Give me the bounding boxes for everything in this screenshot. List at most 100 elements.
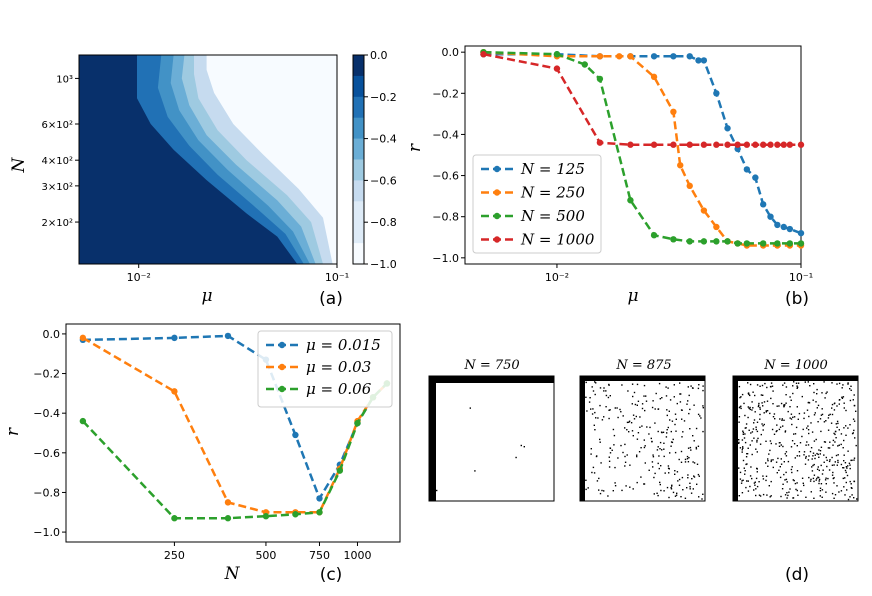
panel-b-series-3-point-11 xyxy=(743,141,751,148)
snapshot-dot-2-25 xyxy=(756,485,759,488)
snapshot-dot-1-118 xyxy=(633,418,636,420)
snapshot-dot-1-239 xyxy=(644,409,646,412)
snapshot-dot-2-119 xyxy=(780,444,782,446)
snapshot-dot-2-113 xyxy=(818,476,820,479)
snapshot-dot-1-218 xyxy=(639,416,641,418)
snapshot-n875 xyxy=(579,375,706,502)
snapshot-dot-2-237 xyxy=(816,388,818,391)
snapshot-dot-1-254 xyxy=(595,455,598,458)
snapshot-dot-1-235 xyxy=(609,447,611,449)
snapshot-dot-2-173 xyxy=(766,386,768,389)
panel-b-series-0-point-16 xyxy=(774,221,781,229)
snapshot-dot-2-7 xyxy=(770,397,772,400)
snapshot-dot-2-413 xyxy=(760,394,763,396)
snapshot-dot-2-243 xyxy=(745,486,747,489)
snapshot-dot-2-470 xyxy=(849,424,851,426)
snapshot-dot-2-240 xyxy=(804,463,807,465)
snapshot-dot-2-156 xyxy=(772,459,774,461)
snapshot-dot-2-56 xyxy=(803,484,805,487)
snapshot-dot-2-45 xyxy=(793,381,795,383)
snapshot-dot-1-243 xyxy=(695,448,698,450)
snapshot-dot-2-191 xyxy=(818,469,820,472)
snapshot-dot-2-507 xyxy=(758,481,760,483)
snapshot-dot-2-447 xyxy=(815,438,817,441)
snapshot-dot-1-207 xyxy=(585,479,587,481)
snapshot-dot-2-69 xyxy=(742,446,744,448)
snapshot-dot-1-196 xyxy=(675,494,678,496)
snapshot-dot-1-69 xyxy=(614,466,616,469)
colorbar-tick-label-1: −0.2 xyxy=(370,91,397,104)
snapshot-dot-2-81 xyxy=(832,477,834,480)
snapshot-dot-1-291 xyxy=(677,480,679,482)
snapshot-dot-2-2 xyxy=(785,455,788,457)
snapshot-dot-1-51 xyxy=(629,486,631,488)
snapshot-dot-2-481 xyxy=(812,455,814,457)
snapshot-dot-2-460 xyxy=(821,473,824,475)
snapshot-dot-1-108 xyxy=(631,430,634,432)
snapshot-dot-2-109 xyxy=(755,426,757,428)
panel-b-series-3-point-15 xyxy=(774,141,781,148)
snapshot-dot-2-504 xyxy=(813,474,816,476)
snapshot-dot-2-152 xyxy=(742,479,744,481)
snapshot-dot-2-6 xyxy=(816,407,818,409)
snapshot-dot-2-101 xyxy=(781,419,783,421)
snapshot-dot-2-353 xyxy=(827,429,830,431)
snapshot-dot-2-363 xyxy=(740,405,742,407)
panel-b-series-3-point-4 xyxy=(650,141,658,148)
snapshot-dot-2-177 xyxy=(841,396,843,398)
snapshot-dot-2-389 xyxy=(808,476,810,479)
colorbar-band-3 xyxy=(353,117,364,140)
snapshot-dot-2-372 xyxy=(853,394,855,396)
snapshot-title-875: N = 875 xyxy=(615,358,671,373)
snapshot-dot-2-29 xyxy=(790,446,793,448)
snapshot-dot-2-268 xyxy=(796,470,799,472)
snapshot-dot-1-1 xyxy=(629,464,631,466)
colorbar-band-0 xyxy=(353,55,364,77)
snapshot-dot-2-61 xyxy=(847,465,849,467)
snapshot-left-band-1 xyxy=(580,376,585,501)
panel-b-ytick-label-4: −0.8 xyxy=(432,211,459,224)
snapshot-dot-2-256 xyxy=(853,459,855,461)
snapshot-dot-2-459 xyxy=(796,445,798,447)
snapshot-dot-2-495 xyxy=(846,474,849,477)
snapshot-dot-1-280 xyxy=(684,461,687,463)
snapshot-dot-1-144 xyxy=(688,412,690,415)
panel-b-series-3-point-2 xyxy=(596,139,604,146)
snapshot-dot-2-41 xyxy=(845,466,848,468)
snapshot-dot-2-148 xyxy=(739,406,741,408)
snapshot-dot-1-139 xyxy=(679,393,681,395)
snapshot-dot-2-416 xyxy=(826,465,828,468)
colorbar-band-7 xyxy=(353,201,364,223)
snapshot-dot-2-376 xyxy=(829,413,831,416)
panel-c-series-1-point-2 xyxy=(224,499,232,506)
snapshot-dot-1-176 xyxy=(682,431,684,433)
panel-b-series-1-point-4 xyxy=(627,53,634,60)
panel-c-series-0-point-2 xyxy=(224,332,232,340)
snapshot-dot-2-159 xyxy=(845,409,847,412)
snapshot-dot-1-56 xyxy=(607,495,609,497)
snapshot-dot-2-464 xyxy=(819,487,822,489)
panel-c-series-2-point-0 xyxy=(79,417,87,425)
panel-b-series-0-point-19 xyxy=(797,229,805,237)
snapshot-dot-2-331 xyxy=(844,494,846,496)
snapshot-dot-2-11 xyxy=(845,471,847,474)
panel-b-frame xyxy=(464,45,802,265)
snapshot-dot-1-93 xyxy=(593,472,596,474)
colorbar-band-6 xyxy=(353,180,364,202)
snapshot-dot-1-293 xyxy=(657,430,659,433)
snapshot-dot-2-332 xyxy=(762,478,765,480)
snapshot-dot-1-99 xyxy=(589,397,591,399)
snapshot-dot-2-60 xyxy=(766,494,768,496)
panel-b-series-0-point-4 xyxy=(650,53,658,60)
snapshot-dot-1-259 xyxy=(636,404,638,406)
snapshot-dot-1-272 xyxy=(676,402,678,405)
snapshot-dot-1-248 xyxy=(624,455,626,458)
snapshot-dot-1-112 xyxy=(645,395,647,397)
snapshot-dot-1-232 xyxy=(653,476,655,479)
snapshot-dot-1-209 xyxy=(675,418,677,420)
snapshot-dot-2-468 xyxy=(835,454,838,457)
snapshot-dot-2-506 xyxy=(803,417,805,420)
snapshot-dot-1-162 xyxy=(697,445,700,447)
snapshot-dot-1-62 xyxy=(643,384,646,387)
